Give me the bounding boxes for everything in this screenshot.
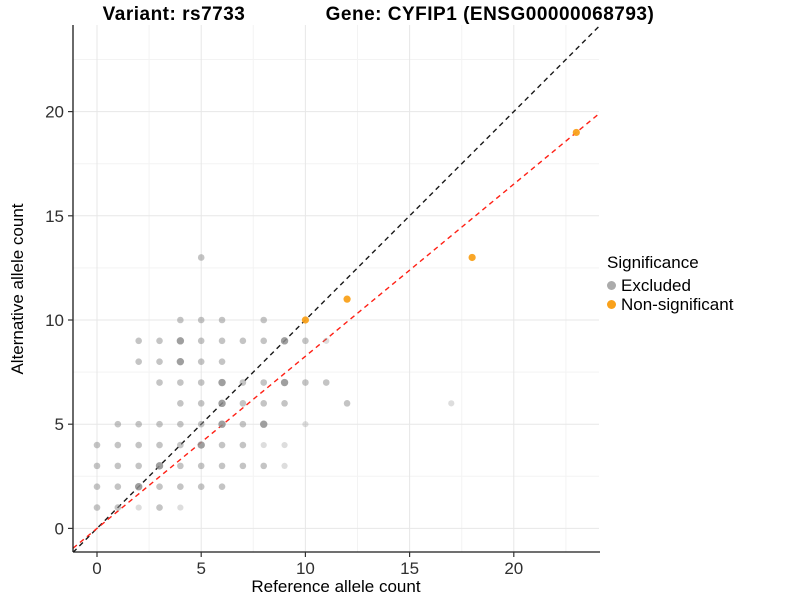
non-significant-point-icon (607, 300, 616, 309)
legend-item-excluded: Excluded (607, 276, 733, 295)
plot-title-gene: Gene: CYFIP1 (ENSG00000068793) (325, 4, 655, 25)
svg-text:15: 15 (400, 559, 419, 578)
legend-item-excluded-label: Excluded (621, 276, 691, 295)
legend-item-non-significant: Non-significant (607, 295, 733, 314)
svg-text:20: 20 (45, 103, 64, 122)
svg-text:0: 0 (55, 519, 64, 538)
svg-text:20: 20 (504, 559, 523, 578)
svg-text:10: 10 (45, 311, 64, 330)
legend-item-non-significant-label: Non-significant (621, 295, 734, 314)
svg-text:15: 15 (45, 207, 64, 226)
legend-title: Significance (607, 253, 699, 272)
svg-text:10: 10 (296, 559, 315, 578)
excluded-point-icon (607, 281, 616, 290)
svg-text:5: 5 (196, 559, 205, 578)
x-axis-title: Reference allele count (251, 577, 421, 596)
legend: Significance Excluded Non-significant (607, 253, 733, 314)
svg-text:5: 5 (55, 415, 64, 434)
plot-title-variant: Variant: rs7733 (102, 4, 246, 25)
y-axis-title: Alternative allele count (8, 203, 27, 375)
svg-text:0: 0 (92, 559, 101, 578)
